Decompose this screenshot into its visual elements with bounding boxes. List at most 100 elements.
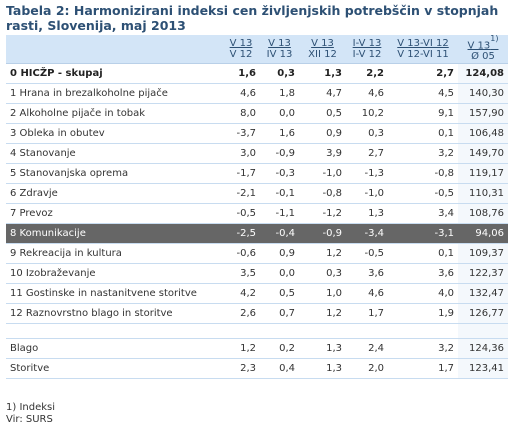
cell-value: 0,3 [299,263,346,284]
cell-value: -0,9 [260,143,299,164]
header-cell: V 13 IV 13 [260,35,299,64]
cell-value: 1,6 [260,123,299,144]
cell-value: 0,0 [260,263,299,284]
cell-value: 123,41 [458,358,508,379]
cell-value: 2,6 [222,303,260,324]
cell-value: 149,70 [458,143,508,164]
cell-value: 2,7 [346,143,388,164]
table-row: 5 Stanovanjska oprema -1,7 -0,3 -1,0 -1,… [6,163,508,184]
cell-value: 3,0 [222,143,260,164]
cell-value: 3,5 [222,263,260,284]
cell-value: 94,06 [458,223,508,244]
cell-value: 2,2 [346,63,388,84]
cell-value: 2,0 [346,358,388,379]
header-cell: I-V 13 I-V 12 [346,35,388,64]
header-blank-cell [6,35,222,64]
cell-value: 3,6 [346,263,388,284]
cell-value: -0,9 [299,223,346,244]
cell-value: -0,5 [346,243,388,264]
cell-value: -2,1 [222,183,260,204]
cell-value: 140,30 [458,83,508,104]
cell-value: 108,76 [458,203,508,224]
cell-value: 110,31 [458,183,508,204]
cell-value: 0,1 [388,243,458,264]
header-cell: V 13-VI 12 V 12-VI 11 [388,35,458,64]
cell-value: 10,2 [346,103,388,124]
cell-value: 9,1 [388,103,458,124]
table-row: 4 Stanovanje 3,0 -0,9 3,9 2,7 3,2 149,70 [6,143,508,164]
table-row: 11 Gostinske in nastanitvene storitve 4,… [6,283,508,304]
header-cell: V 13 V 12 [222,35,260,64]
cell-value: 1,0 [299,283,346,304]
cell-value: 119,17 [458,163,508,184]
cell-value: 106,48 [458,123,508,144]
cell-value: -3,4 [346,223,388,244]
cell-value: 4,0 [388,283,458,304]
table-title: Tabela 2: Harmonizirani indeksi cen živl… [6,3,499,33]
cell-value: -0,8 [388,163,458,184]
cell-value: 8,0 [222,103,260,124]
cell-value: 4,7 [299,83,346,104]
table-row: 6 Zdravje -2,1 -0,1 -0,8 -1,0 -0,5 110,3… [6,183,508,204]
cell-value: 1,2 [299,243,346,264]
cell-value: 2,7 [388,63,458,84]
table-row: 2 Alkoholne pijače in tobak 8,0 0,0 0,5 … [6,103,508,124]
cell-value: 0,9 [299,123,346,144]
cell-value: -1,0 [299,163,346,184]
cell-value: 0,2 [260,338,299,359]
cell-value: 124,36 [458,338,508,359]
cell-value: -0,4 [260,223,299,244]
cell-value: -3,1 [388,223,458,244]
cell-value: 1,3 [346,203,388,224]
cell-value: 4,6 [346,283,388,304]
cell-value: -0,1 [260,183,299,204]
cell-value: 3,2 [388,143,458,164]
cell-value: 124,08 [458,63,508,84]
cell-value: 1,8 [260,83,299,104]
cell-value: 0,3 [346,123,388,144]
row-label: 6 Zdravje [6,183,222,204]
cell-value: 4,6 [222,83,260,104]
row-label: 3 Obleka in obutev [6,123,222,144]
cell-value: 157,90 [458,103,508,124]
row-label: 2 Alkoholne pijače in tobak [6,103,222,124]
cell-value: 0,0 [260,103,299,124]
row-label: 9 Rekreacija in kultura [6,243,222,264]
cell-value: 3,6 [388,263,458,284]
cell-value: 109,37 [458,243,508,264]
table-row: 7 Prevoz -0,5 -1,1 -1,2 1,3 3,4 108,76 [6,203,508,224]
cell-value: 1,7 [388,358,458,379]
table-row: Blago 1,2 0,2 1,3 2,4 3,2 124,36 [6,338,508,359]
row-label: 10 Izobraževanje [6,263,222,284]
cell-value: -0,5 [388,183,458,204]
cell-value: -0,6 [222,243,260,264]
cell-value: 4,2 [222,283,260,304]
row-label: Blago [6,338,222,359]
footnote-indeksi: 1) Indeksi [6,402,56,413]
cell-value: 0,5 [260,283,299,304]
cell-value: 1,3 [299,63,346,84]
table-row: 1 Hrana in brezalkoholne pijače 4,6 1,8 … [6,83,508,104]
row-label: 5 Stanovanjska oprema [6,163,222,184]
row-label: 11 Gostinske in nastanitvene storitve [6,283,222,304]
cell-value: -1,2 [299,203,346,224]
cell-value: 0,7 [260,303,299,324]
row-label: 12 Raznovrstno blago in storitve [6,303,222,324]
cell-value: -0,5 [222,203,260,224]
row-label: 8 Komunikacije [6,223,222,244]
cell-value: 0,4 [260,358,299,379]
cell-value: -3,7 [222,123,260,144]
cell-value: 2,3 [222,358,260,379]
row-label: 7 Prevoz [6,203,222,224]
cell-value: -0,8 [299,183,346,204]
table-row: 3 Obleka in obutev -3,7 1,6 0,9 0,3 0,1 … [6,123,508,144]
header-row: V 13 V 12 V 13 IV 13 V 13 XII 12 I-V 13 I-V … [6,34,508,64]
cell-value: 1,3 [299,358,346,379]
cell-value: 1,2 [222,338,260,359]
table-row: 10 Izobraževanje 3,5 0,0 0,3 3,6 3,6 122… [6,263,508,284]
cell-value: 1,9 [388,303,458,324]
cell-value: 0,9 [260,243,299,264]
cell-value: 1,2 [299,303,346,324]
cell-value: 3,2 [388,338,458,359]
cell-value: -1,0 [346,183,388,204]
